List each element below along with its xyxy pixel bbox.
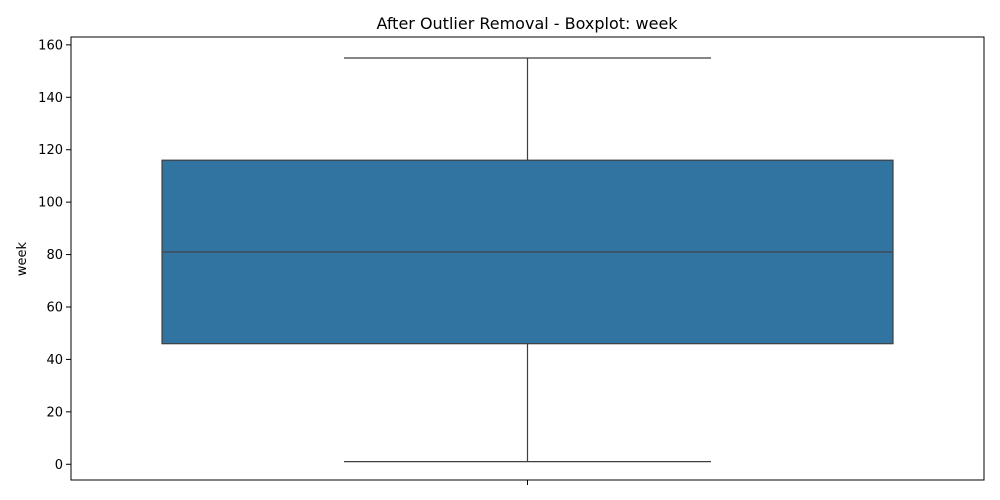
plot-area (161, 57, 894, 463)
y-tick-label: 160 (38, 38, 63, 53)
y-tick-label: 80 (46, 248, 63, 263)
y-tick-label: 40 (46, 353, 63, 368)
y-axis-label: week (15, 241, 30, 276)
y-tick-label: 100 (38, 196, 63, 211)
y-tick-label: 20 (46, 405, 63, 420)
y-tick-label: 120 (38, 143, 63, 158)
chart-title: After Outlier Removal - Boxplot: week (376, 14, 678, 33)
y-tick-label: 140 (38, 91, 63, 106)
y-tick-label: 0 (55, 458, 63, 473)
y-tick-label: 60 (46, 300, 63, 315)
